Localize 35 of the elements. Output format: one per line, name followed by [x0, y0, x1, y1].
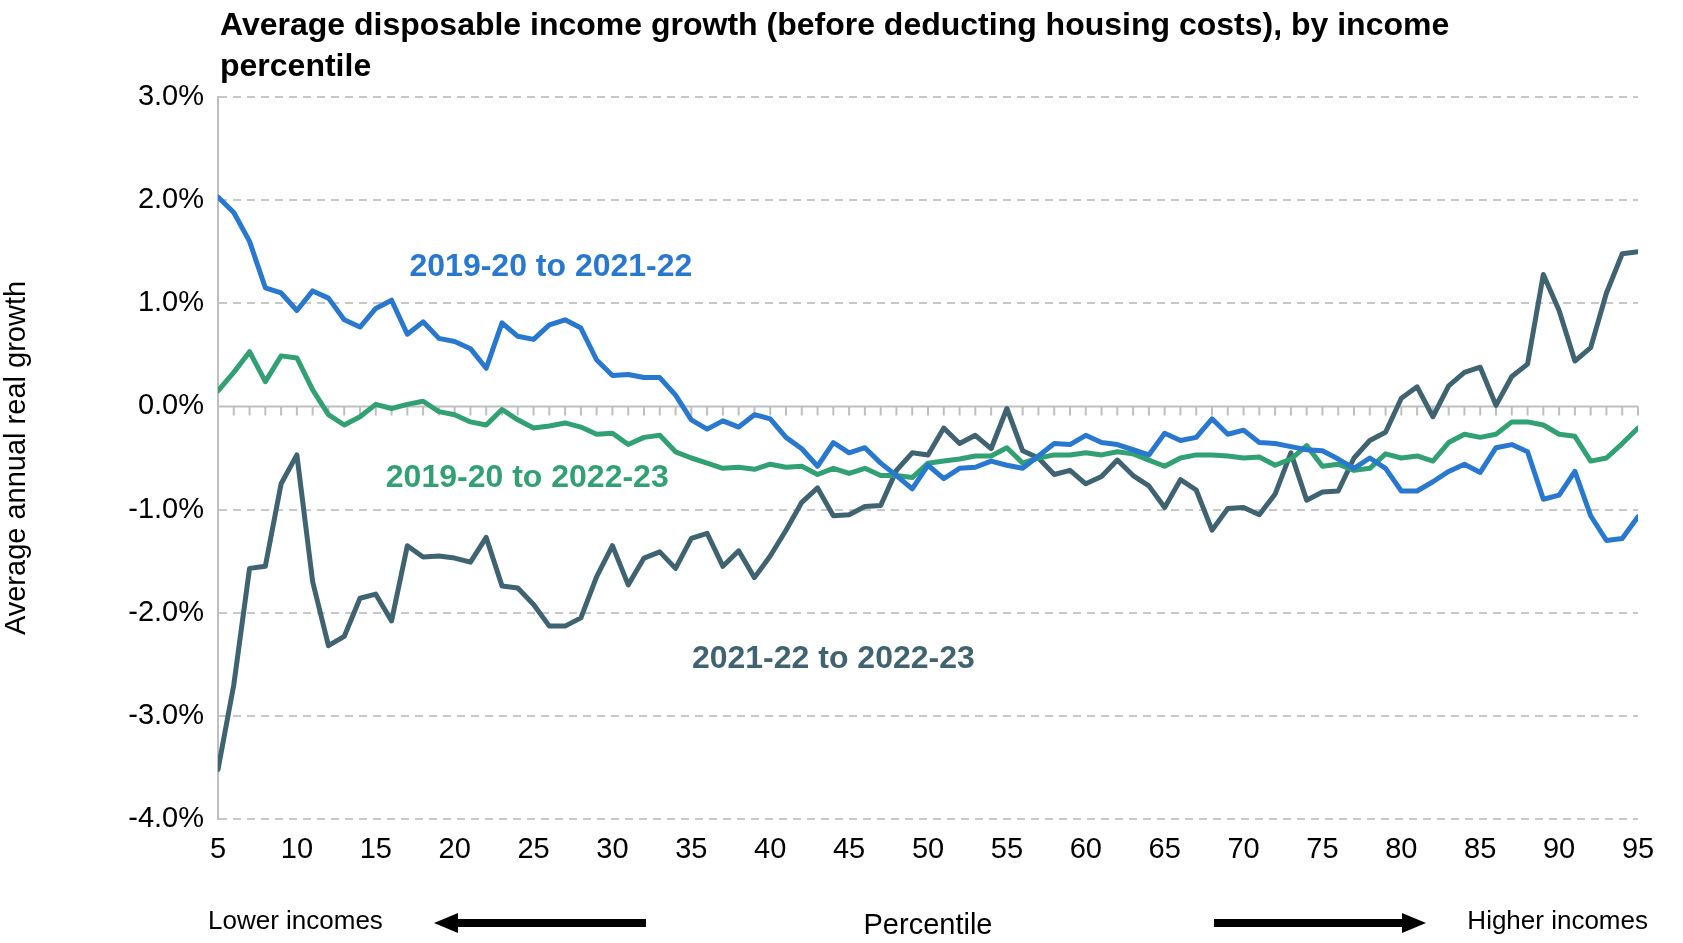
x-tick-label: 10	[280, 832, 314, 865]
x-tick-label: 80	[1385, 832, 1418, 865]
x-tick-label: 40	[754, 832, 787, 865]
y-tick-label: 2.0%	[137, 182, 204, 215]
x-tick-label: 70	[1227, 832, 1260, 865]
x-axis-title: Percentile	[863, 907, 993, 940]
x-tick-label: 15	[359, 832, 392, 865]
x-tick-label: 85	[1464, 832, 1497, 865]
chart-title: Average disposable income growth (before deducting housing costs), by income percentile	[220, 5, 1451, 85]
y-tick-label: 0.0%	[137, 388, 204, 421]
x-tick-label: 65	[1148, 832, 1181, 865]
y-tick-label: 3.0%	[137, 79, 204, 111]
x-tick-label: 35	[675, 832, 708, 865]
x-tick-label: 95	[1621, 832, 1655, 865]
x-tick-label: 30	[596, 832, 629, 865]
y-axis-title: Average annual real growth	[0, 280, 32, 636]
y-tick-label: -2.0%	[128, 594, 204, 627]
series-label: 2019-20 to 2021-22	[409, 247, 693, 284]
x-tick-label: 55	[990, 832, 1024, 865]
x-tick-label: 45	[832, 832, 866, 865]
y-tick-label: -4.0%	[128, 801, 204, 833]
x-tick-label: 60	[1069, 832, 1102, 865]
x-tick-label: 50	[911, 832, 945, 865]
y-tick-label: 1.0%	[137, 285, 204, 318]
text: 2021-22 to 2022-23	[691, 638, 975, 675]
x-tick-label: 25	[517, 832, 550, 865]
y-tick-label: -3.0%	[128, 697, 204, 730]
x-tick-label: 5	[209, 832, 227, 865]
text: Lower incomes	[208, 905, 383, 936]
x-tick-label: 75	[1306, 832, 1339, 865]
series-label: 2019-20 to 2022-23	[385, 458, 669, 495]
text: Higher incomes	[1467, 905, 1648, 936]
x-tick-label: 20	[438, 832, 471, 865]
x-tick-label: 90	[1542, 832, 1576, 865]
y-tick-label: -1.0%	[128, 491, 204, 524]
